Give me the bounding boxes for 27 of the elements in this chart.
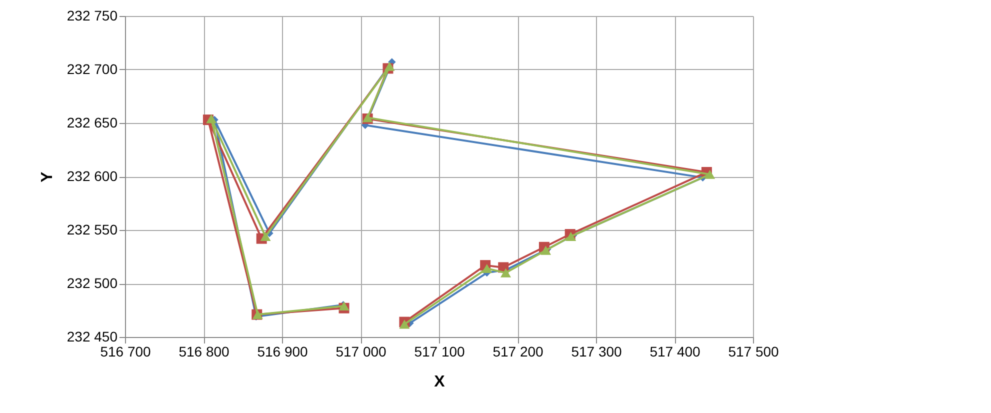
x-axis-title: X [434, 374, 446, 390]
point [566, 232, 576, 241]
x-tick-label: 516 800 [178, 344, 230, 360]
x-tick-label: 517 000 [336, 344, 387, 360]
y-tick-label: 232 450 [66, 328, 118, 344]
y-tick-label: 232 700 [66, 61, 118, 77]
y-tick-label: 232 600 [66, 168, 118, 184]
point [260, 232, 271, 241]
y-axis-title: Y [38, 171, 56, 182]
x-tick-label: 517 400 [650, 344, 701, 360]
point [704, 170, 716, 179]
point [500, 268, 511, 278]
x-tick-label: 517 200 [492, 344, 544, 360]
point [206, 114, 217, 124]
y-tick-label: 232 650 [66, 114, 118, 130]
y-tick-label: 232 500 [66, 275, 118, 291]
x-tick-label: 516 700 [100, 344, 152, 360]
point [482, 264, 492, 274]
point [384, 62, 395, 71]
x-tick-label: 516 900 [257, 344, 308, 360]
y-tick-label: 232 750 [66, 8, 118, 24]
x-tick-label: 517 300 [571, 344, 622, 360]
x-tick-label: 517 500 [728, 344, 780, 360]
x-tick-label: 517 100 [414, 344, 466, 360]
point [540, 246, 552, 255]
point [399, 320, 410, 329]
y-tick-label: 232 550 [66, 222, 118, 238]
